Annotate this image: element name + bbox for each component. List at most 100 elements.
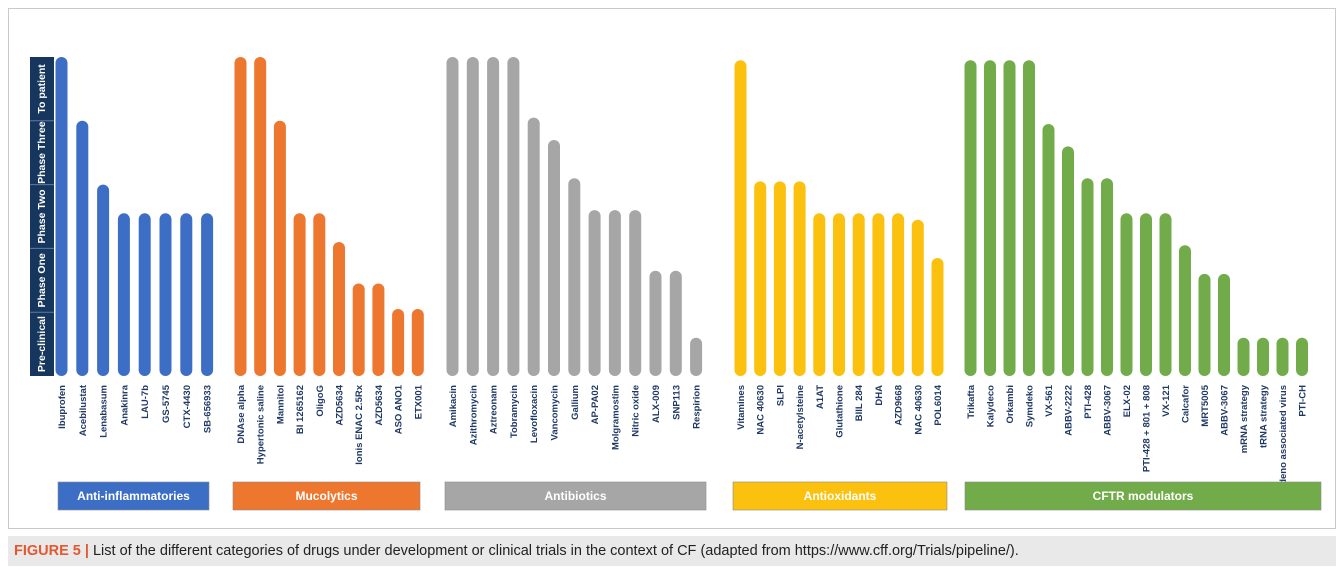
phase-axis: Pre-clinical Phase One Phase Two Phase Thre… xyxy=(30,57,54,376)
bar xyxy=(273,120,286,376)
bar xyxy=(313,213,326,376)
bar xyxy=(833,213,845,376)
bar-label: Ibuprofen xyxy=(57,385,68,429)
figure-caption: FIGURE 5 | List of the different categor… xyxy=(8,536,1336,566)
bar-label: Gallium xyxy=(570,385,581,420)
bar-label: mRNA strategy xyxy=(1239,384,1250,453)
bar xyxy=(1198,273,1211,376)
bar-label: Calcafor xyxy=(1181,385,1192,423)
bar xyxy=(446,57,459,376)
bar-label: Molgramostim xyxy=(610,385,621,450)
bar xyxy=(1159,213,1172,376)
bar-label: Symdeko xyxy=(1025,385,1036,427)
category-label: Antioxidants xyxy=(804,489,877,503)
bar-label: Mannitol xyxy=(275,385,286,424)
bar-label: DNAse alpha xyxy=(236,384,247,443)
bar xyxy=(568,178,581,376)
bar-label: GS-5745 xyxy=(161,384,172,423)
bar-label: Nitric oxide xyxy=(631,385,642,437)
bar-label: ABBV-3067 xyxy=(1220,385,1231,436)
bar-label: POL6014 xyxy=(933,384,944,425)
bar-label: PTI-CH xyxy=(1298,385,1309,417)
phase-label: Pre-clinical xyxy=(36,316,48,372)
bar xyxy=(1042,123,1055,377)
bar xyxy=(964,60,977,376)
bar xyxy=(97,184,110,376)
bar xyxy=(649,270,662,376)
bar xyxy=(1120,213,1133,376)
bar xyxy=(527,117,540,377)
group-antioxidants: Vitamines NAC 40630 SLPI N-acetylsteine A1AT… xyxy=(732,60,948,511)
bar xyxy=(1296,337,1308,376)
caption-label: FIGURE 5 xyxy=(14,543,81,559)
bar-label: Orkambi xyxy=(1005,385,1016,424)
bar xyxy=(392,309,405,376)
bar-label: SLPI xyxy=(775,385,786,406)
bar xyxy=(669,270,682,376)
bar xyxy=(293,213,306,376)
bar-label: VX-121 xyxy=(1161,384,1172,416)
bar xyxy=(487,57,500,376)
bar-label: PTI-428 xyxy=(1083,385,1094,419)
phase-label: Phase Two xyxy=(36,189,48,243)
bar-label: AZD9668 xyxy=(894,385,905,426)
phase-axis-panel xyxy=(30,57,54,376)
bar xyxy=(1003,60,1016,376)
bar-label: Glutathione xyxy=(835,385,846,438)
bar-label: Aztreonam xyxy=(489,385,500,434)
caption-text: List of the different categories of drug… xyxy=(88,543,1019,559)
bar xyxy=(180,213,193,376)
bar xyxy=(931,257,944,376)
bar xyxy=(588,210,601,376)
bar-label: Respirion xyxy=(692,385,703,429)
bar-label: AZD5634 xyxy=(374,384,385,425)
bar-label: LAU-7b xyxy=(140,385,151,419)
category-label: CFTR modulators xyxy=(1093,489,1194,503)
bar xyxy=(411,309,424,376)
category-box xyxy=(57,481,210,511)
bar-label: ALX-009 xyxy=(651,385,662,423)
bar-label: Adeno associated virus xyxy=(1278,385,1289,492)
category-box xyxy=(444,481,707,511)
bar xyxy=(1218,273,1230,376)
bar-label: BIIL 284 xyxy=(854,384,865,421)
bar-label: Vancomycin xyxy=(550,385,561,441)
bar xyxy=(773,181,786,376)
category-box xyxy=(232,481,421,511)
bar-label: ELX-02 xyxy=(1122,385,1133,417)
bar xyxy=(852,213,865,376)
bar xyxy=(608,210,621,376)
bar-label: PTI-428 + 801 + 808 xyxy=(1142,385,1153,472)
bar xyxy=(1257,337,1269,376)
bar-label: VX-561 xyxy=(1044,384,1055,416)
bar-label: SB-656933 xyxy=(203,385,214,433)
bar xyxy=(55,57,68,376)
category-label: Mucolytics xyxy=(295,489,357,503)
phase-label: Phase One xyxy=(36,253,48,307)
bar-label: NAC 40630 xyxy=(913,385,924,435)
bar-label: AZD5634 xyxy=(335,384,346,425)
bar-label: CTX-4430 xyxy=(182,385,193,428)
bar xyxy=(984,60,996,376)
group-mucolytics: DNAse alpha Hypertonic saline Mannitol BI 1… xyxy=(232,57,424,511)
bar-label: Hypertonic saline xyxy=(256,385,267,464)
bar-label: Trikafta xyxy=(966,384,977,419)
group-anti-inflammatories: Ibuprofen Acebilustat Lenabasum Anakinra LAU… xyxy=(55,57,214,511)
bar-label: N-acetylsteine xyxy=(795,385,806,449)
category-label: Antibiotics xyxy=(545,489,607,503)
bar xyxy=(1179,245,1191,376)
bar-label: Anakinra xyxy=(119,384,130,425)
caption-separator: | xyxy=(84,543,89,559)
bar-label: SNP113 xyxy=(671,385,682,420)
bar xyxy=(333,242,345,376)
bar-label: Lenabasum xyxy=(99,385,110,438)
phase-label: Phase Three xyxy=(36,121,48,184)
bar xyxy=(872,213,885,376)
bar xyxy=(1023,60,1035,376)
bar xyxy=(629,210,642,376)
bar-label: Kalydeco xyxy=(986,385,997,427)
bar xyxy=(793,181,806,376)
bar xyxy=(159,213,172,376)
bar xyxy=(813,213,826,376)
bar xyxy=(117,213,130,376)
